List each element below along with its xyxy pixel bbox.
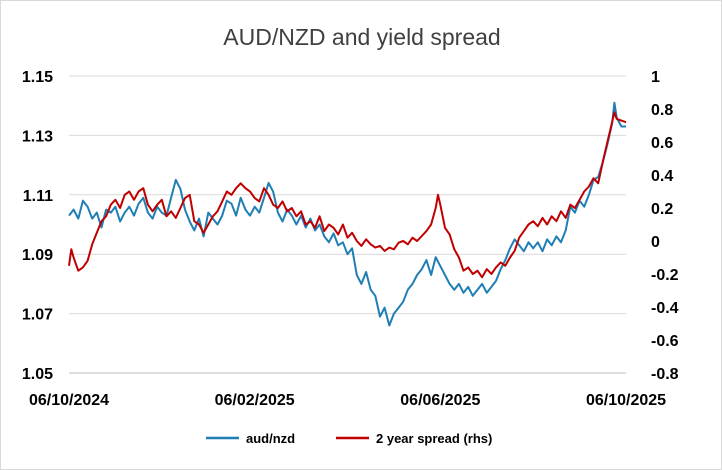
right-y-tick-label: 1 bbox=[651, 69, 660, 86]
left-y-tick-label: 1.13 bbox=[22, 128, 53, 145]
right-y-tick-label: 0.6 bbox=[651, 135, 673, 152]
left-y-tick-label: 1.05 bbox=[22, 366, 53, 383]
x-tick-label: 06/10/2024 bbox=[29, 392, 109, 409]
chart-title: AUD/NZD and yield spread bbox=[223, 24, 500, 50]
gridlines bbox=[69, 75, 626, 374]
right-y-tick-label: 0.2 bbox=[651, 201, 673, 218]
aud-nzd-series-line bbox=[68, 101, 626, 327]
left-y-tick-label: 1.09 bbox=[22, 247, 53, 264]
right-y-tick-label: -0.6 bbox=[651, 333, 679, 350]
right-y-tick-label: 0.8 bbox=[651, 102, 673, 119]
left-y-tick-label: 1.15 bbox=[22, 69, 53, 86]
right-y-tick-label: -0.8 bbox=[651, 366, 679, 383]
right-y-tick-label: 0.4 bbox=[651, 168, 673, 185]
left-y-tick-label: 1.11 bbox=[23, 188, 53, 205]
x-tick-label: 06/10/2025 bbox=[586, 392, 666, 409]
legend-label: 2 year spread (rhs) bbox=[376, 431, 492, 446]
x-tick-label: 06/02/2025 bbox=[215, 392, 295, 409]
two-year-spread-series-line bbox=[68, 111, 627, 279]
x-tick-label: 06/06/2025 bbox=[400, 392, 480, 409]
right-y-tick-label: -0.4 bbox=[651, 300, 679, 317]
series-lines bbox=[68, 101, 627, 327]
legend: aud/nzd 2 year spread (rhs) bbox=[206, 431, 492, 446]
right-y-tick-label: -0.2 bbox=[651, 267, 679, 284]
axes: 1.05 1.07 1.09 1.11 1.13 1.15 -0.8 -0.6 -0.4 -0.2… bbox=[22, 69, 679, 409]
legend-label: aud/nzd bbox=[246, 431, 295, 446]
right-y-tick-label: 0 bbox=[651, 234, 660, 251]
left-y-tick-label: 1.07 bbox=[22, 307, 53, 324]
